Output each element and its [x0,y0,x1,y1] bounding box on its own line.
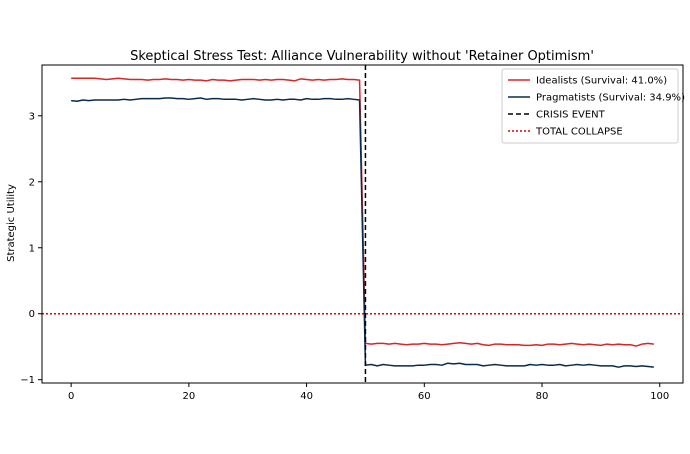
x-tick-label: 40 [300,391,313,402]
x-tick-label: 60 [418,391,431,402]
axes-frame [41,64,684,384]
chart-title: Skeptical Stress Test: Alliance Vulnerab… [130,49,594,64]
legend-label: CRISIS EVENT [536,110,606,121]
x-tick-label: 0 [68,391,74,402]
series-line-2 [71,97,654,368]
x-tick-label: 80 [536,391,549,402]
axes: 0 20 40 60 80 100 −1 0 1 2 3 [20,64,684,402]
y-axis-label: Strategic Utility [6,184,17,262]
legend-label: Idealists (Survival: 41.0%) [536,76,667,87]
legend: Idealists (Survival: 41.0%) Pragmatists (… [501,68,685,144]
y-tick-label: −1 [20,375,35,386]
y-tick-label: 3 [29,111,35,122]
y-tick-label: 2 [29,177,35,188]
x-tick-label: 100 [650,391,669,402]
legend-box [501,68,679,144]
x-tick-label: 20 [182,391,195,402]
y-tick-label: 0 [29,309,35,320]
plot-area [42,65,683,383]
y-tick-label: 1 [29,243,35,254]
legend-label: TOTAL COLLAPSE [535,127,623,138]
legend-label: Pragmatists (Survival: 34.9%) [536,93,685,104]
